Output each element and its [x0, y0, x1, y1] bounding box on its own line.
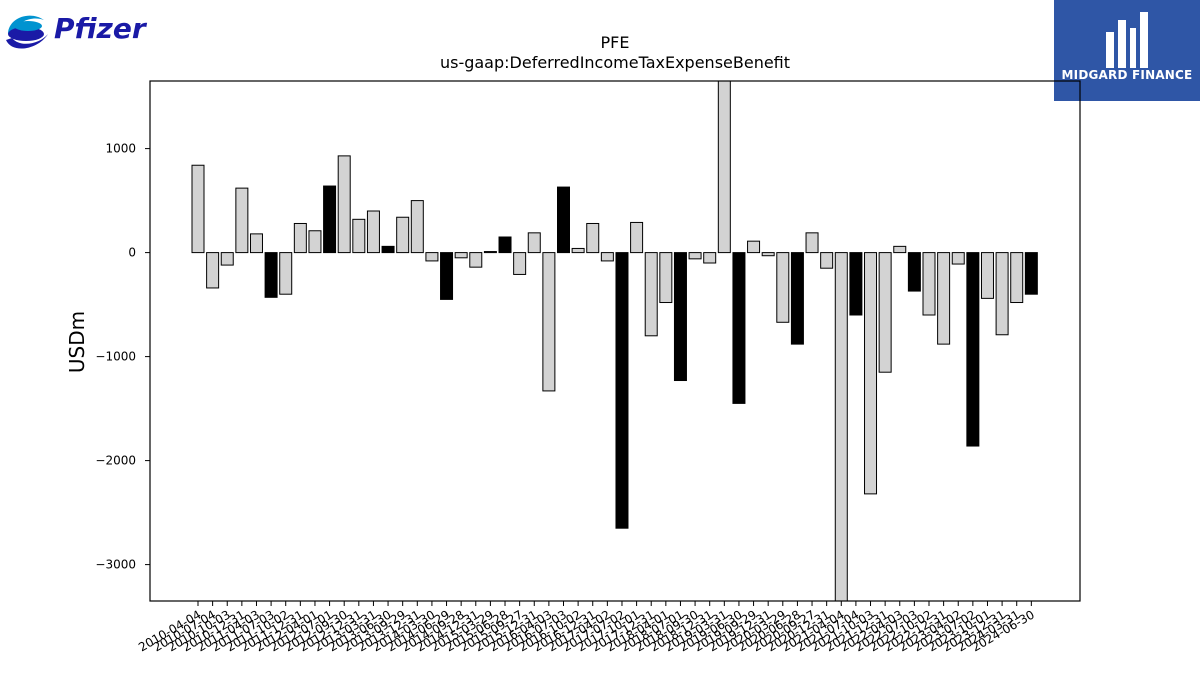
bar-2015-09-27 — [513, 252, 527, 275]
bar-2014-03-30 — [425, 252, 439, 262]
bar-2023-07-02 — [966, 252, 980, 447]
chart-title: PFE — [601, 33, 630, 52]
bar-2012-09-30 — [337, 155, 351, 254]
bar-2023-04-02 — [951, 252, 965, 265]
bar-2010-12-31 — [235, 187, 249, 254]
bar-group — [191, 80, 1038, 602]
x-axis: 2010-04-042010-07-042010-10-032010-12-31… — [136, 601, 1037, 654]
bar-2021-10-03 — [864, 252, 878, 495]
chart-subtitle: us-gaap:DeferredIncomeTaxExpenseBenefit — [440, 53, 790, 72]
bar-2013-06-30 — [381, 245, 395, 254]
bar-2017-04-02 — [600, 252, 614, 262]
y-axis: 1000 0 −1000 −2000 −3000 — [95, 142, 150, 572]
bar-2023-12-31 — [995, 252, 1009, 336]
bar-2012-04-01 — [308, 230, 322, 254]
bar-2023-10-01 — [980, 252, 994, 299]
bar-2016-07-03 — [557, 186, 570, 254]
midgard-finance-logo: MIDGARD FINANCE — [1054, 0, 1200, 101]
y-tick-label: 1000 — [105, 142, 136, 156]
y-tick-label: −3000 — [95, 558, 136, 572]
bar-2018-09-30 — [688, 252, 702, 260]
bar-2013-09-29 — [396, 216, 410, 254]
bar-2017-10-01 — [630, 221, 644, 254]
y-tick-label: 0 — [128, 246, 136, 260]
bar-2018-12-31 — [703, 252, 717, 264]
bar-2011-10-02 — [279, 252, 293, 295]
midgard-bars-icon — [1106, 12, 1148, 68]
midgard-finance-wordmark: MIDGARD FINANCE — [1061, 68, 1193, 82]
bar-2016-10-02 — [571, 247, 585, 254]
bar-2015-12-31 — [527, 232, 541, 254]
bar-2020-09-27 — [805, 232, 819, 254]
bar-2014-09-28 — [454, 252, 468, 259]
bar-2022-04-03 — [893, 245, 907, 254]
bar-2011-07-03 — [264, 252, 278, 298]
pfizer-wordmark: Pfizer — [54, 12, 146, 45]
bar-2019-12-31 — [761, 252, 775, 257]
bar-2010-04-04 — [191, 164, 205, 254]
bar-2010-10-03 — [220, 252, 234, 266]
bar-2013-12-31 — [410, 200, 424, 254]
bar-2024-03-31 — [1010, 252, 1024, 304]
y-tick-label: −1000 — [95, 350, 136, 364]
bar-2022-12-31 — [937, 252, 951, 345]
bar-2019-06-30 — [732, 252, 746, 404]
bar-2017-12-31 — [644, 252, 658, 337]
bar-2016-12-31 — [586, 222, 600, 254]
bar-2020-12-31 — [820, 252, 834, 269]
bar-2013-03-31 — [366, 210, 380, 254]
bar-2016-04-03 — [542, 252, 556, 392]
bar-2020-03-29 — [776, 252, 790, 323]
bar-2015-06-28 — [498, 236, 512, 254]
bar-2011-12-31 — [293, 222, 307, 254]
y-axis-label: USDm — [65, 311, 89, 373]
bar-2011-04-03 — [249, 233, 263, 254]
bar-2024-06-30 — [1024, 252, 1038, 295]
bar-2022-07-03 — [907, 252, 921, 292]
pfizer-logo: Pfizer — [4, 4, 146, 58]
bar-2018-04-01 — [659, 252, 673, 304]
bar-2010-07-04 — [206, 252, 220, 289]
bar-2012-12-31 — [352, 218, 366, 254]
bar-2022-10-02 — [922, 252, 936, 316]
pfizer-swirl-icon — [6, 15, 48, 49]
bar-2020-06-28 — [790, 252, 804, 345]
bar-2012-07-01 — [323, 185, 337, 254]
bar-2021-04-04 — [834, 252, 848, 602]
bar-2019-03-31 — [717, 80, 731, 254]
bar-2015-03-29 — [483, 251, 497, 254]
bar-2014-06-29 — [440, 252, 454, 300]
bar-2021-12-31 — [878, 252, 892, 373]
bar-2021-07-04 — [849, 252, 863, 316]
plot-frame — [149, 80, 1081, 602]
bar-2019-09-29 — [747, 240, 761, 254]
bar-2018-07-01 — [673, 252, 687, 382]
bar-2017-07-02 — [615, 252, 629, 529]
bar-2014-12-31 — [469, 252, 483, 268]
y-tick-label: −2000 — [95, 454, 136, 468]
